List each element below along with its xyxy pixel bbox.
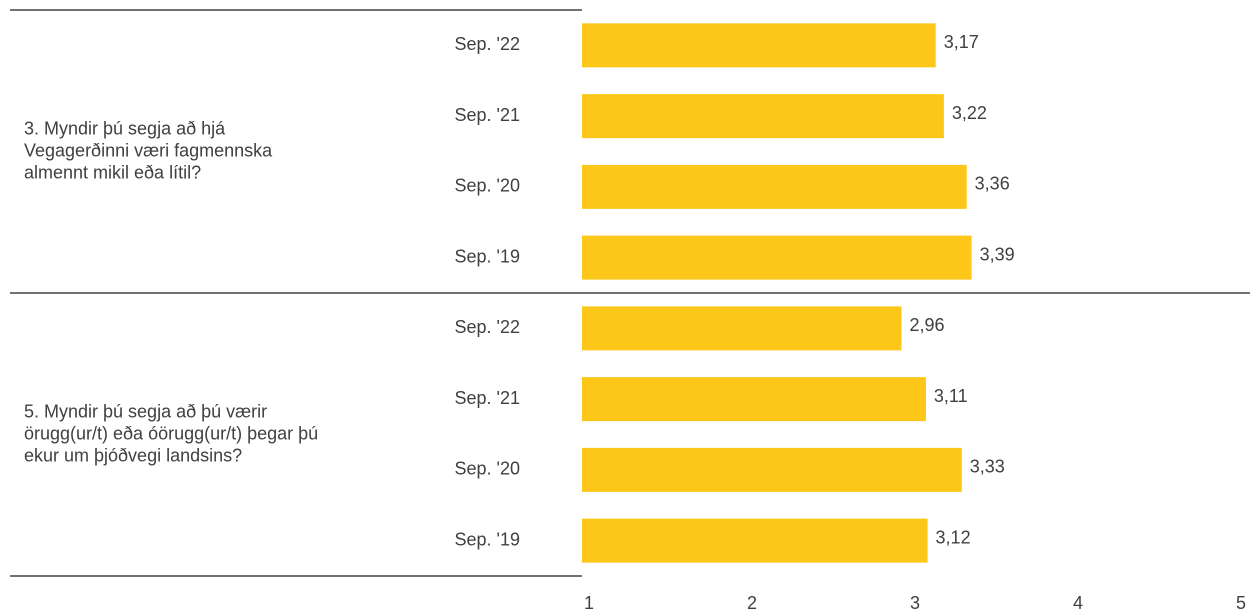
x-tick-label: 4 — [1073, 593, 1083, 613]
bar — [582, 94, 944, 139]
bar — [582, 447, 962, 492]
value-label: 3,33 — [970, 457, 1005, 477]
value-label: 3,17 — [944, 32, 979, 52]
value-label: 3,39 — [980, 244, 1015, 264]
category-label: Sep. '20 — [455, 176, 521, 196]
bar — [582, 306, 902, 351]
category-label: Sep. '21 — [455, 388, 521, 408]
category-label: Sep. '20 — [455, 459, 521, 479]
group-label: 5. Myndir þú segja að þú værir — [24, 401, 267, 421]
x-tick-label: 1 — [584, 593, 594, 613]
bar — [582, 164, 967, 209]
bar — [582, 235, 972, 280]
category-label: Sep. '19 — [455, 246, 521, 266]
category-label: Sep. '21 — [455, 105, 521, 125]
group-label: 3. Myndir þú segja að hjá — [24, 118, 226, 138]
group-label: ekur um þjóðvegi landsins? — [24, 445, 242, 465]
category-label: Sep. '19 — [455, 529, 521, 549]
x-tick-label: 5 — [1236, 593, 1246, 613]
value-label: 3,36 — [975, 174, 1010, 194]
category-label: Sep. '22 — [455, 34, 521, 54]
x-tick-label: 2 — [747, 593, 757, 613]
value-label: 3,11 — [934, 386, 968, 406]
bar — [582, 23, 936, 68]
value-label: 3,12 — [936, 527, 971, 547]
x-tick-label: 3 — [910, 593, 920, 613]
bar — [582, 518, 928, 563]
group-label: almennt mikil eða lítil? — [24, 162, 201, 182]
bar — [582, 377, 926, 422]
group-label: Vegagerðinni væri fagmennska — [24, 140, 273, 160]
value-label: 2,96 — [909, 315, 944, 335]
category-label: Sep. '22 — [455, 317, 521, 337]
group-label: örugg(ur/t) eða óörugg(ur/t) þegar þú — [24, 423, 318, 443]
value-label: 3,22 — [952, 103, 987, 123]
